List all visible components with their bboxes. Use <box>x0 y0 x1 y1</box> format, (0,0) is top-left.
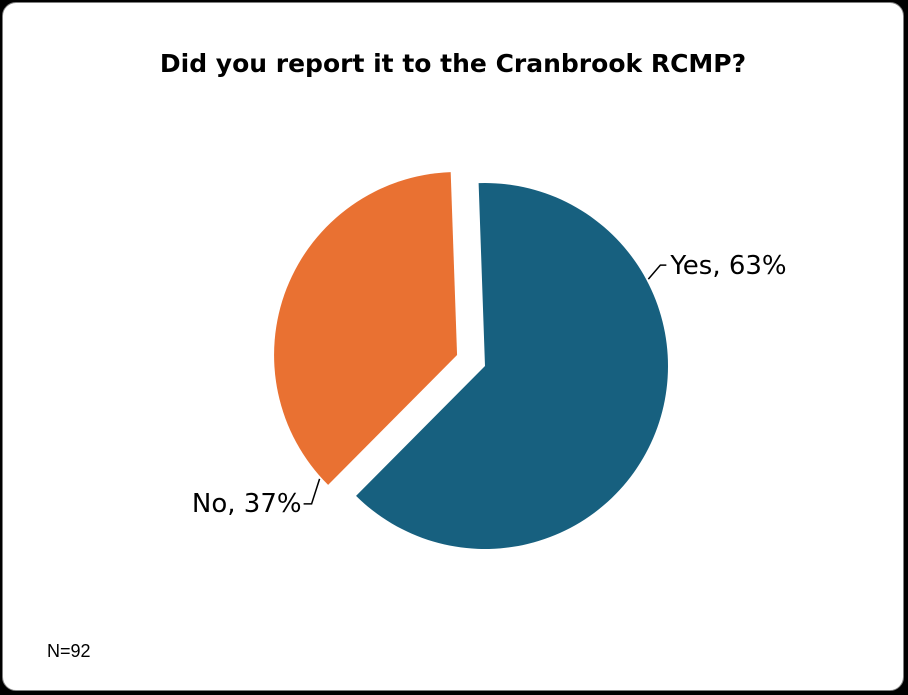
data-label-yes: Yes, 63% <box>669 251 786 281</box>
leader-line-no <box>303 478 321 505</box>
pie-slice-yes <box>356 182 668 549</box>
chart-title: Did you report it to the Cranbrook RCMP? <box>159 49 747 78</box>
leader-line-yes <box>647 264 667 280</box>
data-label-no: No, 37% <box>192 489 302 519</box>
sample-size-note: N=92 <box>47 641 91 661</box>
pie-chart: Yes, 63% No, 37% <box>192 172 787 549</box>
pie-slice-no <box>274 172 458 485</box>
